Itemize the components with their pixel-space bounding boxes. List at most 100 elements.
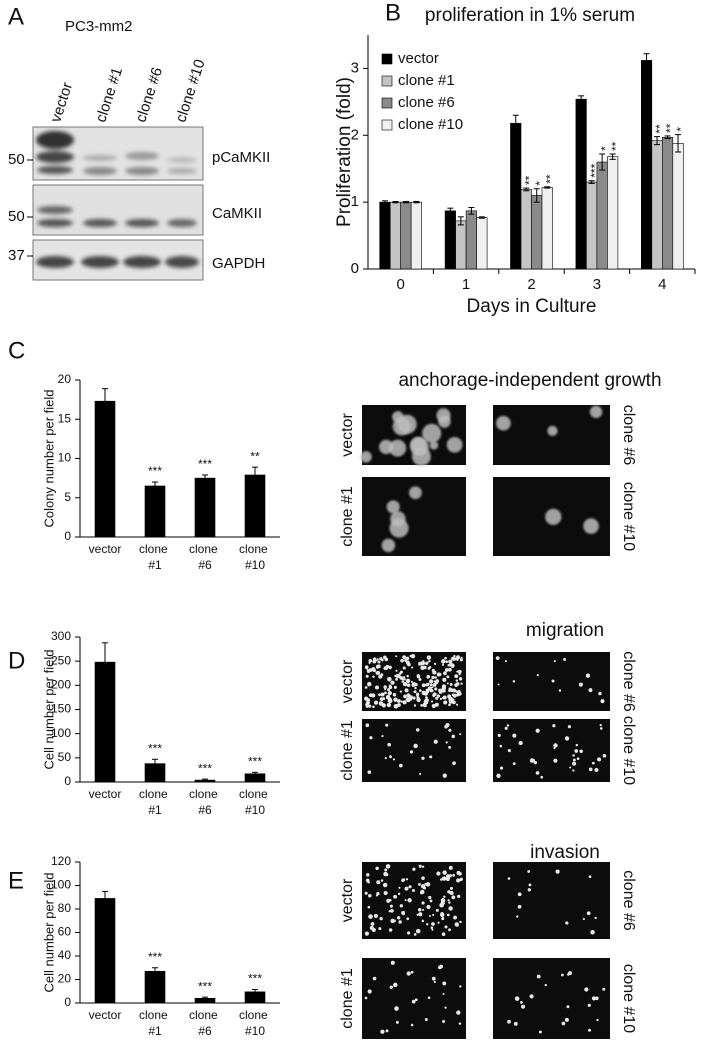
bar — [244, 474, 266, 538]
bar — [661, 136, 674, 270]
cell — [441, 696, 444, 699]
cell — [455, 703, 459, 706]
cell — [405, 878, 409, 881]
cell — [395, 1020, 399, 1024]
cell — [459, 985, 462, 988]
cell — [398, 675, 401, 678]
cell — [404, 886, 409, 891]
cell — [375, 866, 379, 871]
cell — [364, 996, 368, 1000]
cell — [405, 660, 410, 665]
error-bar — [252, 988, 258, 992]
y-tick-label: 0 — [351, 260, 359, 277]
cell — [419, 772, 422, 775]
error-bar — [654, 136, 661, 146]
micrograph — [362, 652, 466, 711]
colony — [545, 508, 562, 525]
cell — [382, 697, 386, 701]
cell — [376, 665, 379, 669]
cell — [425, 688, 430, 693]
x-axis-label: Days in Culture — [467, 296, 597, 317]
cell — [400, 658, 404, 663]
error-bar — [447, 207, 454, 215]
western-blot: A PC3-mm2 vector clone #1 clone #6 clone… — [8, 3, 270, 281]
significance: *** — [248, 972, 262, 986]
significance: *** — [148, 464, 162, 478]
micrograph-label: clone #1 — [339, 720, 356, 781]
cell — [394, 674, 397, 678]
cell — [380, 692, 385, 697]
cell — [565, 921, 569, 925]
cell — [389, 898, 392, 902]
significance: * — [674, 127, 688, 132]
significance: *** — [248, 755, 262, 769]
cell — [395, 678, 398, 681]
cell — [369, 736, 373, 740]
cell — [428, 659, 431, 663]
cell — [404, 899, 407, 902]
cell — [418, 689, 422, 692]
cell — [432, 913, 435, 916]
cell — [367, 905, 371, 909]
cell — [424, 683, 429, 687]
cell — [373, 700, 379, 705]
cell — [444, 1006, 447, 1009]
cell — [387, 688, 391, 692]
colony — [397, 414, 417, 434]
cell — [571, 761, 577, 766]
cell — [520, 1000, 523, 1004]
cell — [429, 683, 433, 687]
cell — [365, 702, 369, 707]
legend-label: clone #10 — [398, 116, 463, 133]
cell — [568, 971, 572, 976]
cell — [408, 696, 413, 701]
bar — [244, 991, 266, 1004]
cell — [448, 660, 452, 664]
cell — [409, 654, 412, 658]
cell — [381, 735, 384, 738]
legend-swatch — [381, 75, 393, 87]
cell — [416, 674, 421, 679]
cell — [421, 919, 425, 923]
cell — [384, 656, 387, 659]
cell — [397, 916, 401, 920]
chart-title: proliferation in 1% serum — [425, 5, 635, 26]
cell — [441, 876, 447, 881]
cell — [393, 894, 398, 899]
bar — [651, 140, 663, 270]
bar — [596, 161, 608, 270]
cell — [458, 871, 462, 876]
cell — [600, 699, 605, 704]
cell — [368, 704, 372, 708]
cell — [517, 904, 522, 909]
micrograph-label: clone #6 — [620, 651, 637, 712]
cell — [454, 674, 459, 679]
cell — [504, 726, 508, 730]
cell — [453, 654, 456, 658]
micrograph — [493, 958, 610, 1039]
bar — [379, 201, 391, 270]
cell — [402, 681, 408, 687]
cell — [441, 917, 445, 921]
y-tick-label: 80 — [58, 901, 72, 915]
x-tick-label: 1 — [462, 276, 470, 293]
error-bar — [152, 758, 158, 764]
cell — [433, 980, 436, 983]
x-tick-label: clone #10 — [239, 787, 271, 817]
cell — [400, 700, 404, 703]
error-bar — [533, 188, 540, 203]
cell — [403, 694, 407, 699]
cell — [575, 743, 579, 747]
error-bar — [599, 153, 606, 171]
error-bar — [457, 216, 464, 226]
cell — [413, 690, 417, 694]
error-bar — [252, 466, 258, 475]
colony — [360, 451, 372, 463]
bar — [94, 898, 116, 1004]
cell — [447, 899, 450, 902]
cell — [564, 1017, 569, 1022]
cell — [378, 693, 381, 697]
cell — [410, 970, 414, 974]
cell — [444, 656, 447, 660]
cell — [451, 700, 456, 705]
